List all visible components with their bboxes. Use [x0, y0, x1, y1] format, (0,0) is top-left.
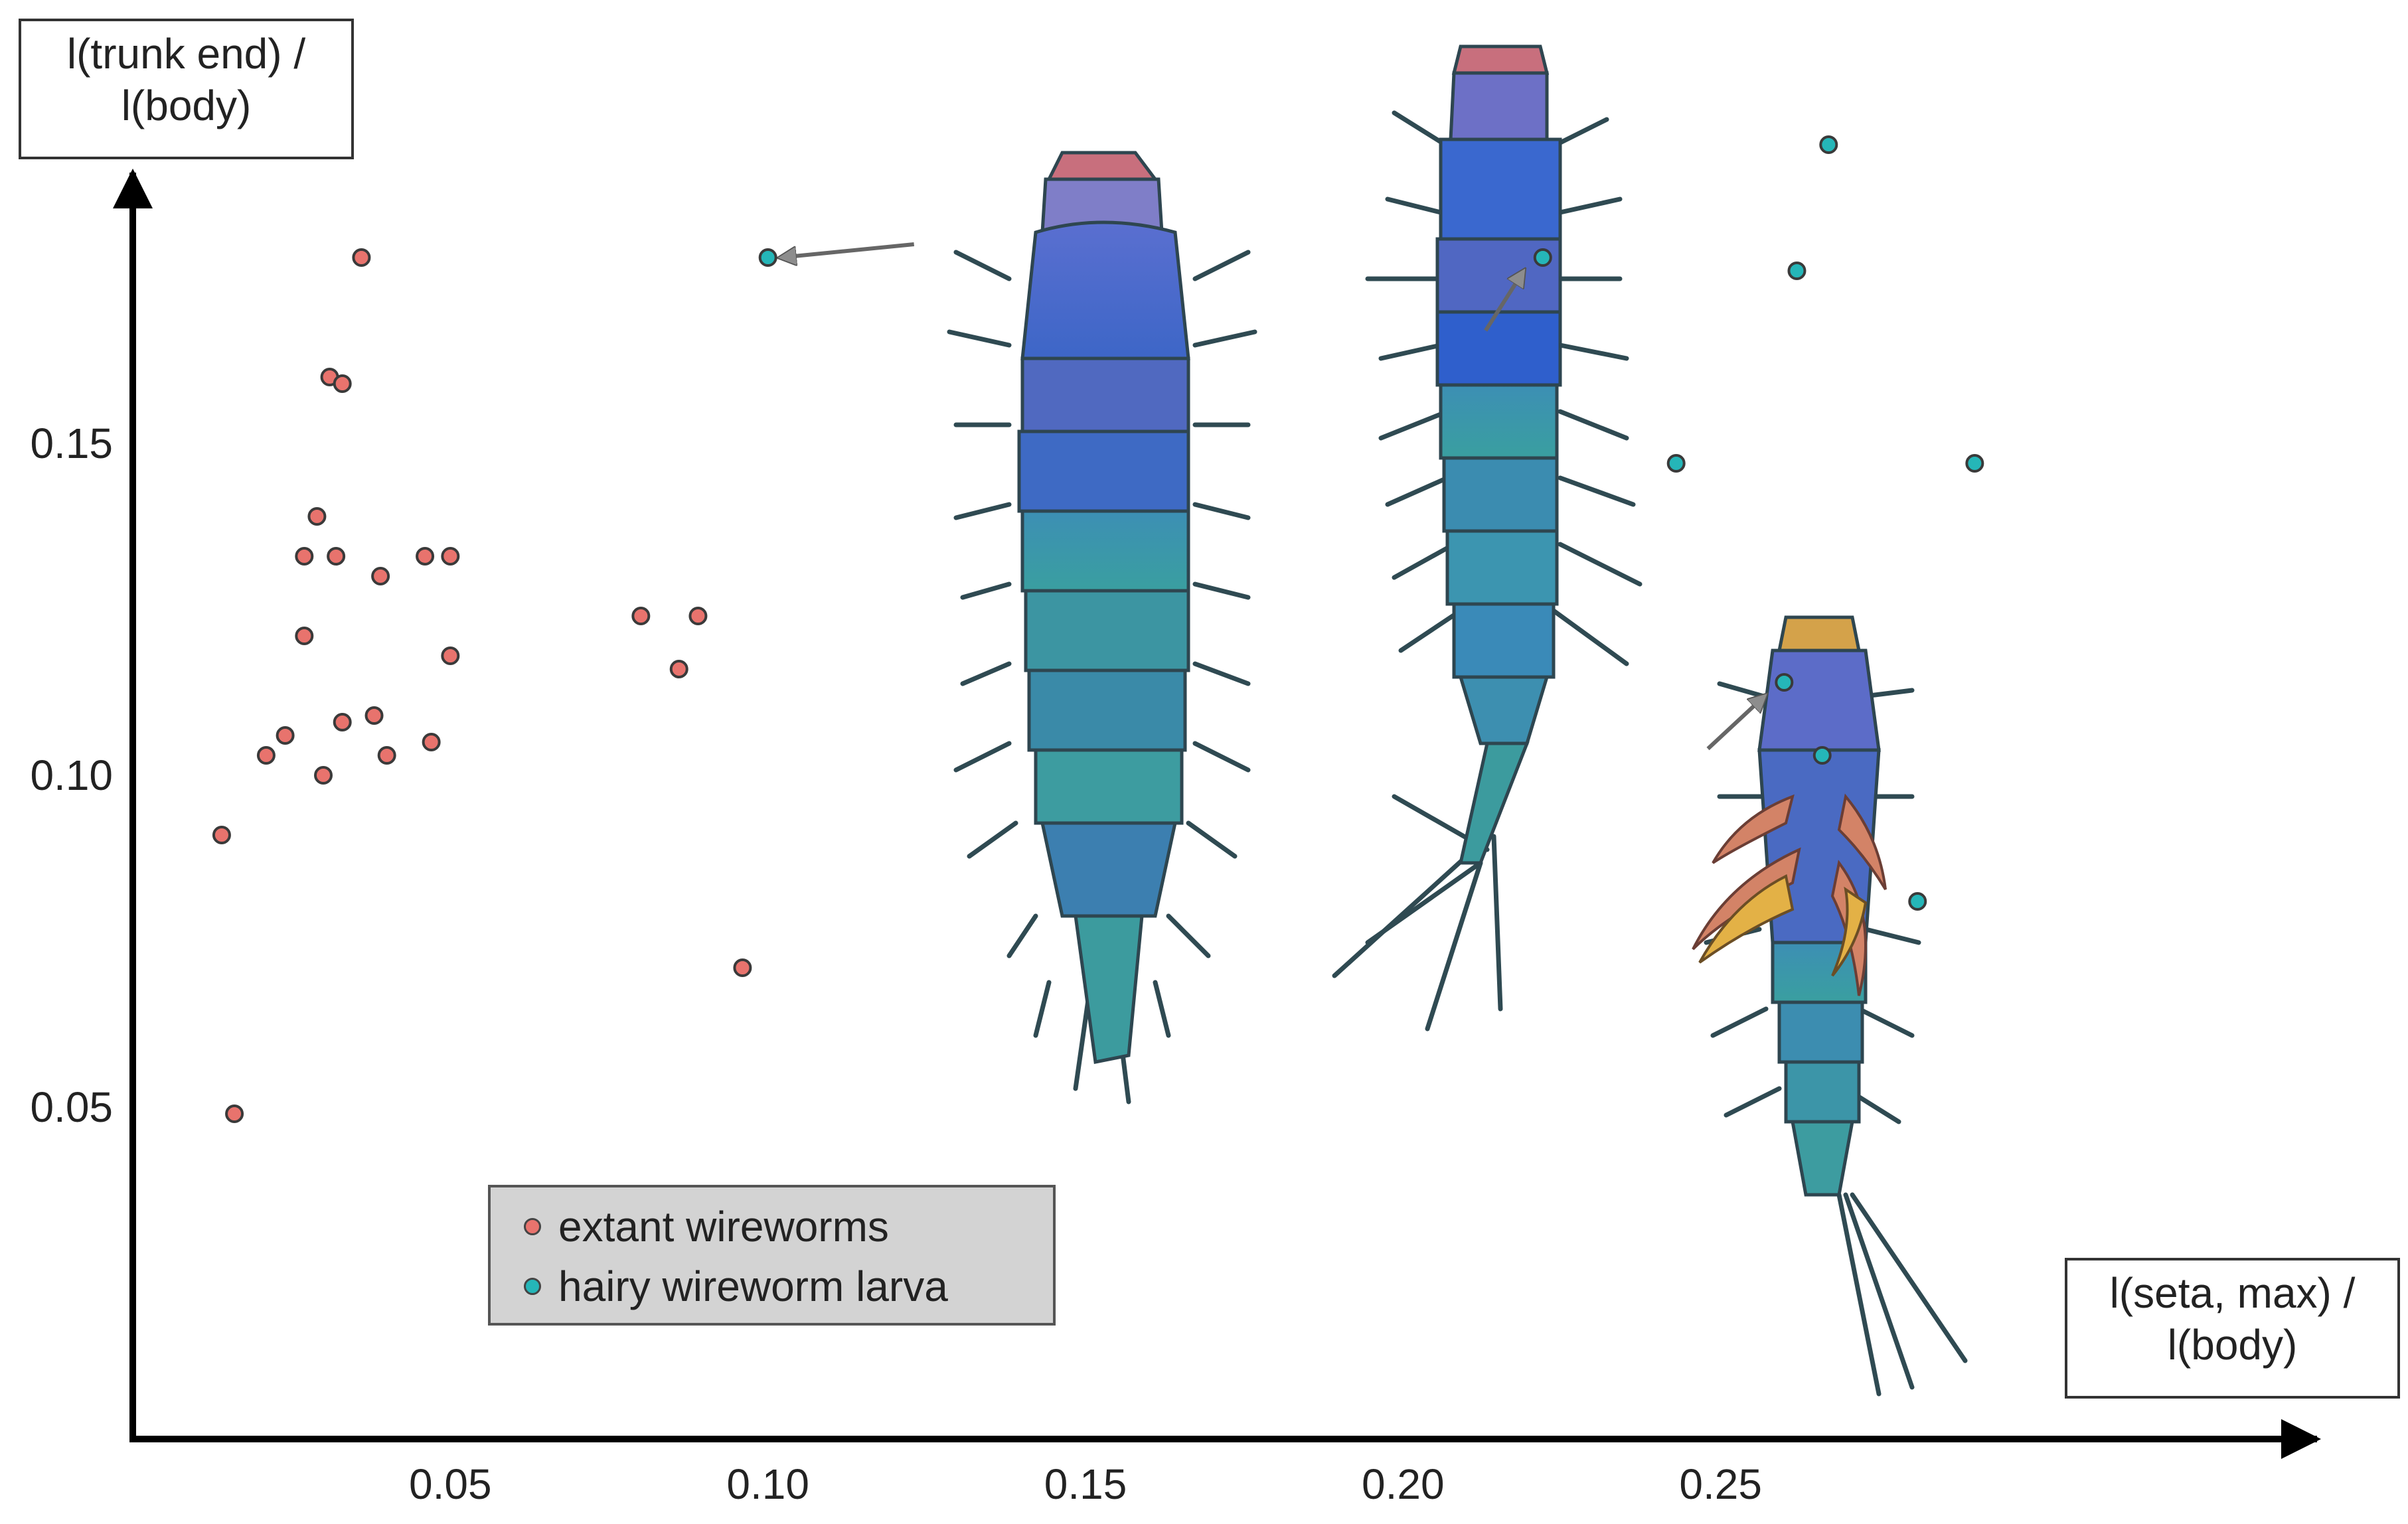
- point-extant-wireworm: [225, 1105, 244, 1123]
- legend-label-extant: extant wireworms: [558, 1203, 889, 1251]
- point-hairy-wireworm-larva: [1965, 454, 1984, 473]
- larva-illustration-1: [947, 151, 1257, 1105]
- point-extant-wireworm: [295, 627, 314, 645]
- point-extant-wireworm: [733, 958, 752, 977]
- x-axis-label: l(seta, max) / l(body): [2065, 1258, 2400, 1399]
- x-tick-label: 0.25: [1679, 1460, 1762, 1508]
- point-extant-wireworm: [377, 746, 396, 765]
- point-hairy-wireworm-larva: [1819, 135, 1838, 154]
- larva-illustrations: [947, 44, 1968, 1397]
- legend-item-extant: extant wireworms: [524, 1202, 889, 1251]
- legend-label-hairy: hairy wireworm larva: [558, 1262, 948, 1310]
- y-axis-label-line-1: l(trunk end) /: [66, 30, 306, 78]
- point-extant-wireworm: [441, 547, 460, 566]
- y-axis-label: l(trunk end) / l(body): [19, 19, 354, 159]
- point-extant-wireworm: [295, 547, 314, 566]
- legend-marker-hairy: [524, 1278, 541, 1295]
- point-hairy-wireworm-larva: [1908, 892, 1927, 911]
- x-axis-label-line-1: l(seta, max) /: [2109, 1269, 2356, 1317]
- point-extant-wireworm: [212, 826, 231, 844]
- larva-illustration-3: [1692, 615, 1968, 1397]
- axes: [113, 169, 2321, 1459]
- annotation-arrow: [1706, 696, 1765, 751]
- x-tick-label: 0.20: [1362, 1460, 1445, 1508]
- y-tick-label: 0.10: [30, 751, 113, 799]
- point-extant-wireworm: [416, 547, 435, 566]
- point-extant-wireworm: [688, 607, 708, 625]
- legend: extant wireworms hairy wireworm larva: [488, 1185, 1056, 1326]
- point-hairy-wireworm-larva: [1533, 248, 1552, 267]
- point-extant-wireworm: [256, 746, 276, 765]
- legend-marker-extant: [524, 1218, 541, 1235]
- larva-illustration-2: [1332, 44, 1643, 1031]
- point-extant-wireworm: [371, 567, 390, 585]
- point-hairy-wireworm-larva: [1812, 746, 1832, 765]
- x-tick-labels: 0.05 0.10 0.15 0.20 0.25: [409, 1460, 1762, 1508]
- point-hairy-wireworm-larva: [1666, 454, 1686, 473]
- point-hairy-wireworm-larva: [1775, 673, 1794, 692]
- y-tick-label: 0.05: [30, 1083, 113, 1131]
- point-extant-wireworm: [314, 766, 333, 785]
- point-hairy-wireworm-larva: [758, 248, 777, 267]
- point-extant-wireworm: [364, 706, 384, 725]
- point-extant-wireworm: [631, 607, 651, 625]
- point-extant-wireworm: [669, 660, 688, 678]
- point-extant-wireworm: [276, 726, 295, 745]
- x-tick-label: 0.10: [726, 1460, 809, 1508]
- annotation-arrow: [781, 242, 914, 258]
- annotation-arrow: [1484, 271, 1524, 332]
- point-extant-wireworm: [333, 713, 352, 731]
- data-points: [212, 135, 1984, 1123]
- x-tick-label: 0.15: [1044, 1460, 1127, 1508]
- point-extant-wireworm: [441, 647, 460, 665]
- legend-item-hairy: hairy wireworm larva: [524, 1262, 948, 1311]
- point-extant-wireworm: [422, 733, 441, 751]
- point-extant-wireworm: [327, 547, 346, 566]
- point-extant-wireworm: [307, 507, 327, 526]
- point-extant-wireworm: [352, 248, 371, 267]
- point-extant-wireworm: [333, 374, 352, 393]
- y-axis-label-line-2: l(body): [121, 82, 252, 129]
- x-axis-label-line-2: l(body): [2167, 1321, 2298, 1369]
- point-hairy-wireworm-larva: [1787, 262, 1806, 280]
- y-tick-label: 0.15: [30, 419, 113, 467]
- annotation-arrows: [781, 242, 1765, 751]
- x-tick-label: 0.05: [409, 1460, 492, 1508]
- y-tick-labels: 0.05 0.10 0.15: [30, 419, 113, 1131]
